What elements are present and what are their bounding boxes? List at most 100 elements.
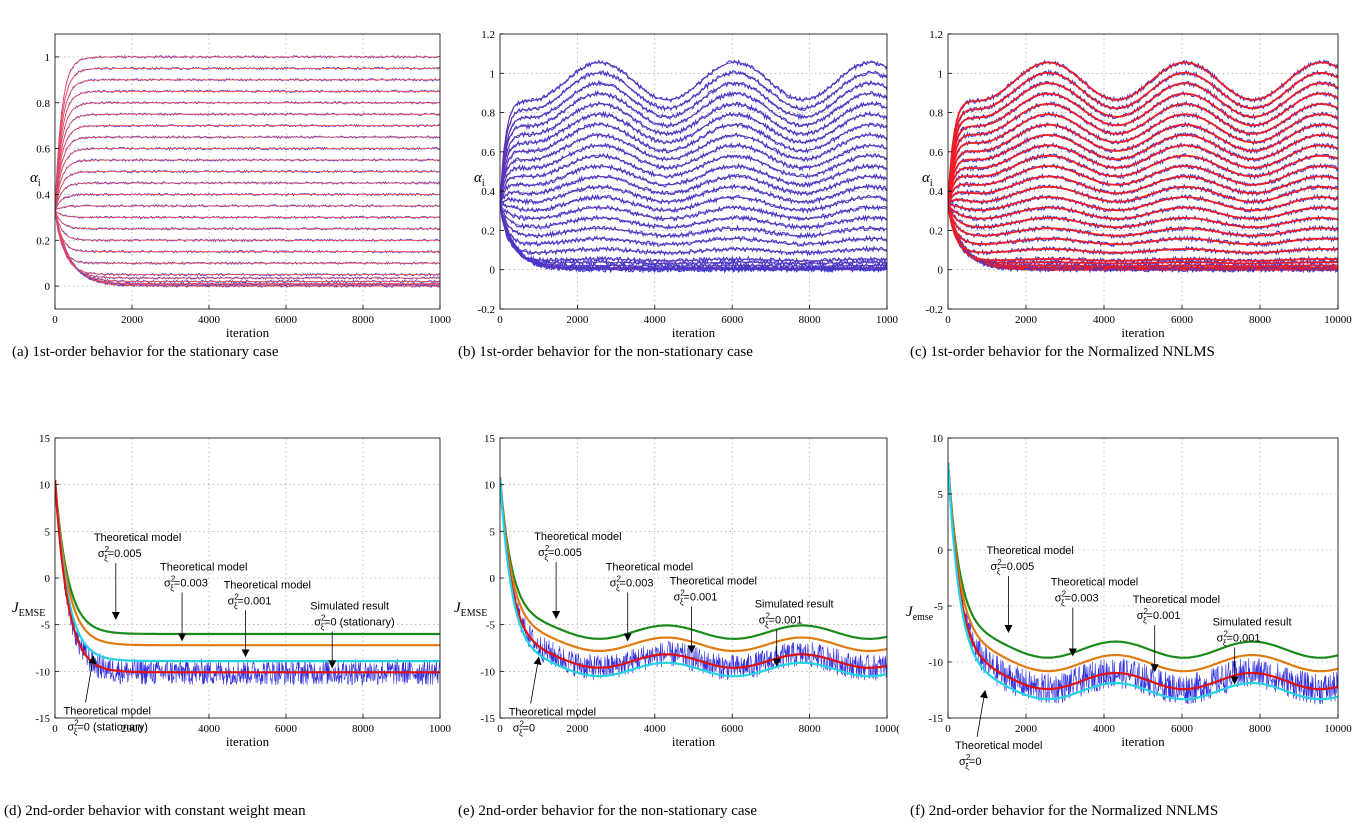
annotation-title: Theoretical model (509, 706, 596, 718)
theory-curve (55, 171, 440, 211)
simulated-curve (500, 193, 887, 215)
y-tick-label: 10 (932, 433, 944, 445)
theory-curve (948, 154, 1338, 206)
y-axis-label: αi (922, 170, 933, 189)
y-tick-label: 0.6 (929, 147, 943, 159)
axes-frame (947, 437, 1339, 719)
x-tick-label: 1000 (429, 314, 452, 326)
annotation-title: Simulated result (310, 600, 389, 612)
annotation-title: Theoretical model (160, 561, 247, 573)
y-tick-label: 0 (490, 573, 496, 585)
theory-curve (948, 462, 1338, 659)
x-tick-label: 8000 (352, 314, 375, 326)
simulated-curve (55, 203, 440, 211)
theory-curve (948, 92, 1338, 205)
x-tick-label: 10000 (1324, 723, 1352, 735)
simulated-curve (55, 192, 440, 211)
y-tick-label: -15 (35, 713, 50, 725)
simulated-curve (500, 204, 887, 257)
x-tick-label: 2000 (566, 723, 589, 735)
theory-curve (55, 210, 440, 275)
annotation-value: σ2 ξ=0 (stationary) (314, 613, 394, 631)
theory-curve (948, 462, 1338, 691)
theory-curve (500, 477, 887, 678)
x-tick-label: 4000 (198, 314, 221, 326)
y-tick-label: 0.8 (929, 108, 943, 120)
theory-curve (948, 113, 1338, 205)
y-tick-label: 1.2 (481, 29, 495, 41)
theory-curve (55, 210, 440, 241)
x-tick-label: 6000 (1171, 314, 1194, 326)
y-tick-label: 1.2 (929, 29, 943, 41)
annotation-title: Theoretical model (955, 740, 1042, 752)
x-axis-label: iteration (672, 325, 716, 340)
y-tick-label: -0.2 (926, 304, 943, 316)
panel-a: 0 2000 4000 6000 8000 100000.20.40.60.81itera… (12, 33, 452, 360)
theory-curve (500, 204, 887, 245)
theory-curve (500, 113, 887, 205)
annotation-title: Theoretical model (986, 545, 1073, 557)
panel-caption: (d) 2nd-order behavior with constant wei… (4, 803, 306, 819)
x-tick-label: 4000 (1093, 723, 1116, 735)
x-axis-label: iteration (226, 325, 270, 340)
y-tick-label: -10 (480, 666, 495, 678)
annotation-value: σ2 ξ=0.001 (759, 612, 803, 630)
x-tick-label: 6000 (721, 314, 744, 326)
annotation-arrow (976, 689, 988, 737)
theory-curve (55, 479, 440, 636)
theory-curve (500, 196, 887, 211)
annotation-value: σ2 ξ=0.003 (164, 574, 208, 592)
simulated-curve (55, 479, 440, 686)
x-tick-label: 8000 (1249, 723, 1272, 735)
simulated-curve (55, 135, 440, 211)
y-tick-label: 5 (490, 526, 496, 538)
x-axis-label: iteration (1121, 734, 1165, 749)
simulated-curve (500, 100, 887, 205)
y-axis-label: αi (30, 170, 41, 189)
theory-curve (948, 123, 1338, 206)
y-tick-label: 0.4 (929, 186, 943, 198)
theory-curve (948, 144, 1338, 206)
x-tick-label: 4000 (1093, 314, 1116, 326)
annotation-value: σ2 ξ=0 (513, 719, 535, 737)
x-tick-label: 6000 (275, 723, 298, 735)
annotation-value: σ2 ξ=0.005 (990, 558, 1034, 576)
panel-caption: (b) 1st-order behavior for the non-stati… (458, 344, 753, 360)
annotation-value: σ2 ξ=0 (959, 753, 981, 771)
x-tick-label: 0 (52, 723, 58, 735)
theory-curve (500, 204, 887, 220)
simulated-curve (500, 203, 887, 272)
theory-curve (948, 204, 1338, 220)
theory-curve (55, 125, 440, 211)
theory-curve (500, 477, 887, 641)
annotation-value: σ2 ξ=0.001 (228, 592, 272, 610)
theory-curve (500, 204, 887, 228)
x-tick-label: 1000 (429, 723, 452, 735)
annotation-title: Theoretical model (1051, 577, 1138, 589)
x-axis-label: iteration (226, 734, 270, 749)
theory-curve (948, 134, 1338, 206)
annotation-value: σ2 ξ=0 (stationary) (68, 719, 148, 737)
y-tick-label: 0 (490, 265, 496, 277)
annotation-title: Theoretical model (606, 561, 693, 573)
panel-caption: (a) 1st-order behavior for the stationar… (12, 344, 279, 360)
theory-curve (55, 159, 440, 211)
annotation-title: Simulated result (755, 599, 834, 611)
y-tick-label: 0.2 (929, 225, 943, 237)
simulated-curve (948, 462, 1338, 705)
simulated-curve (55, 211, 440, 277)
y-tick-label: 0.4 (36, 189, 50, 201)
x-tick-label: 0 (945, 314, 951, 326)
annotation-title: Theoretical model (224, 579, 311, 591)
annotation-title: Theoretical model (64, 706, 151, 718)
theory-curve (948, 82, 1338, 205)
annotation-value: σ2 ξ=0.001 (674, 589, 718, 607)
panel-caption: (c) 1st-order behavior for the Normalize… (910, 344, 1215, 360)
theory-curve (948, 204, 1338, 229)
theory-curve (948, 462, 1338, 673)
theory-curve (55, 210, 440, 218)
